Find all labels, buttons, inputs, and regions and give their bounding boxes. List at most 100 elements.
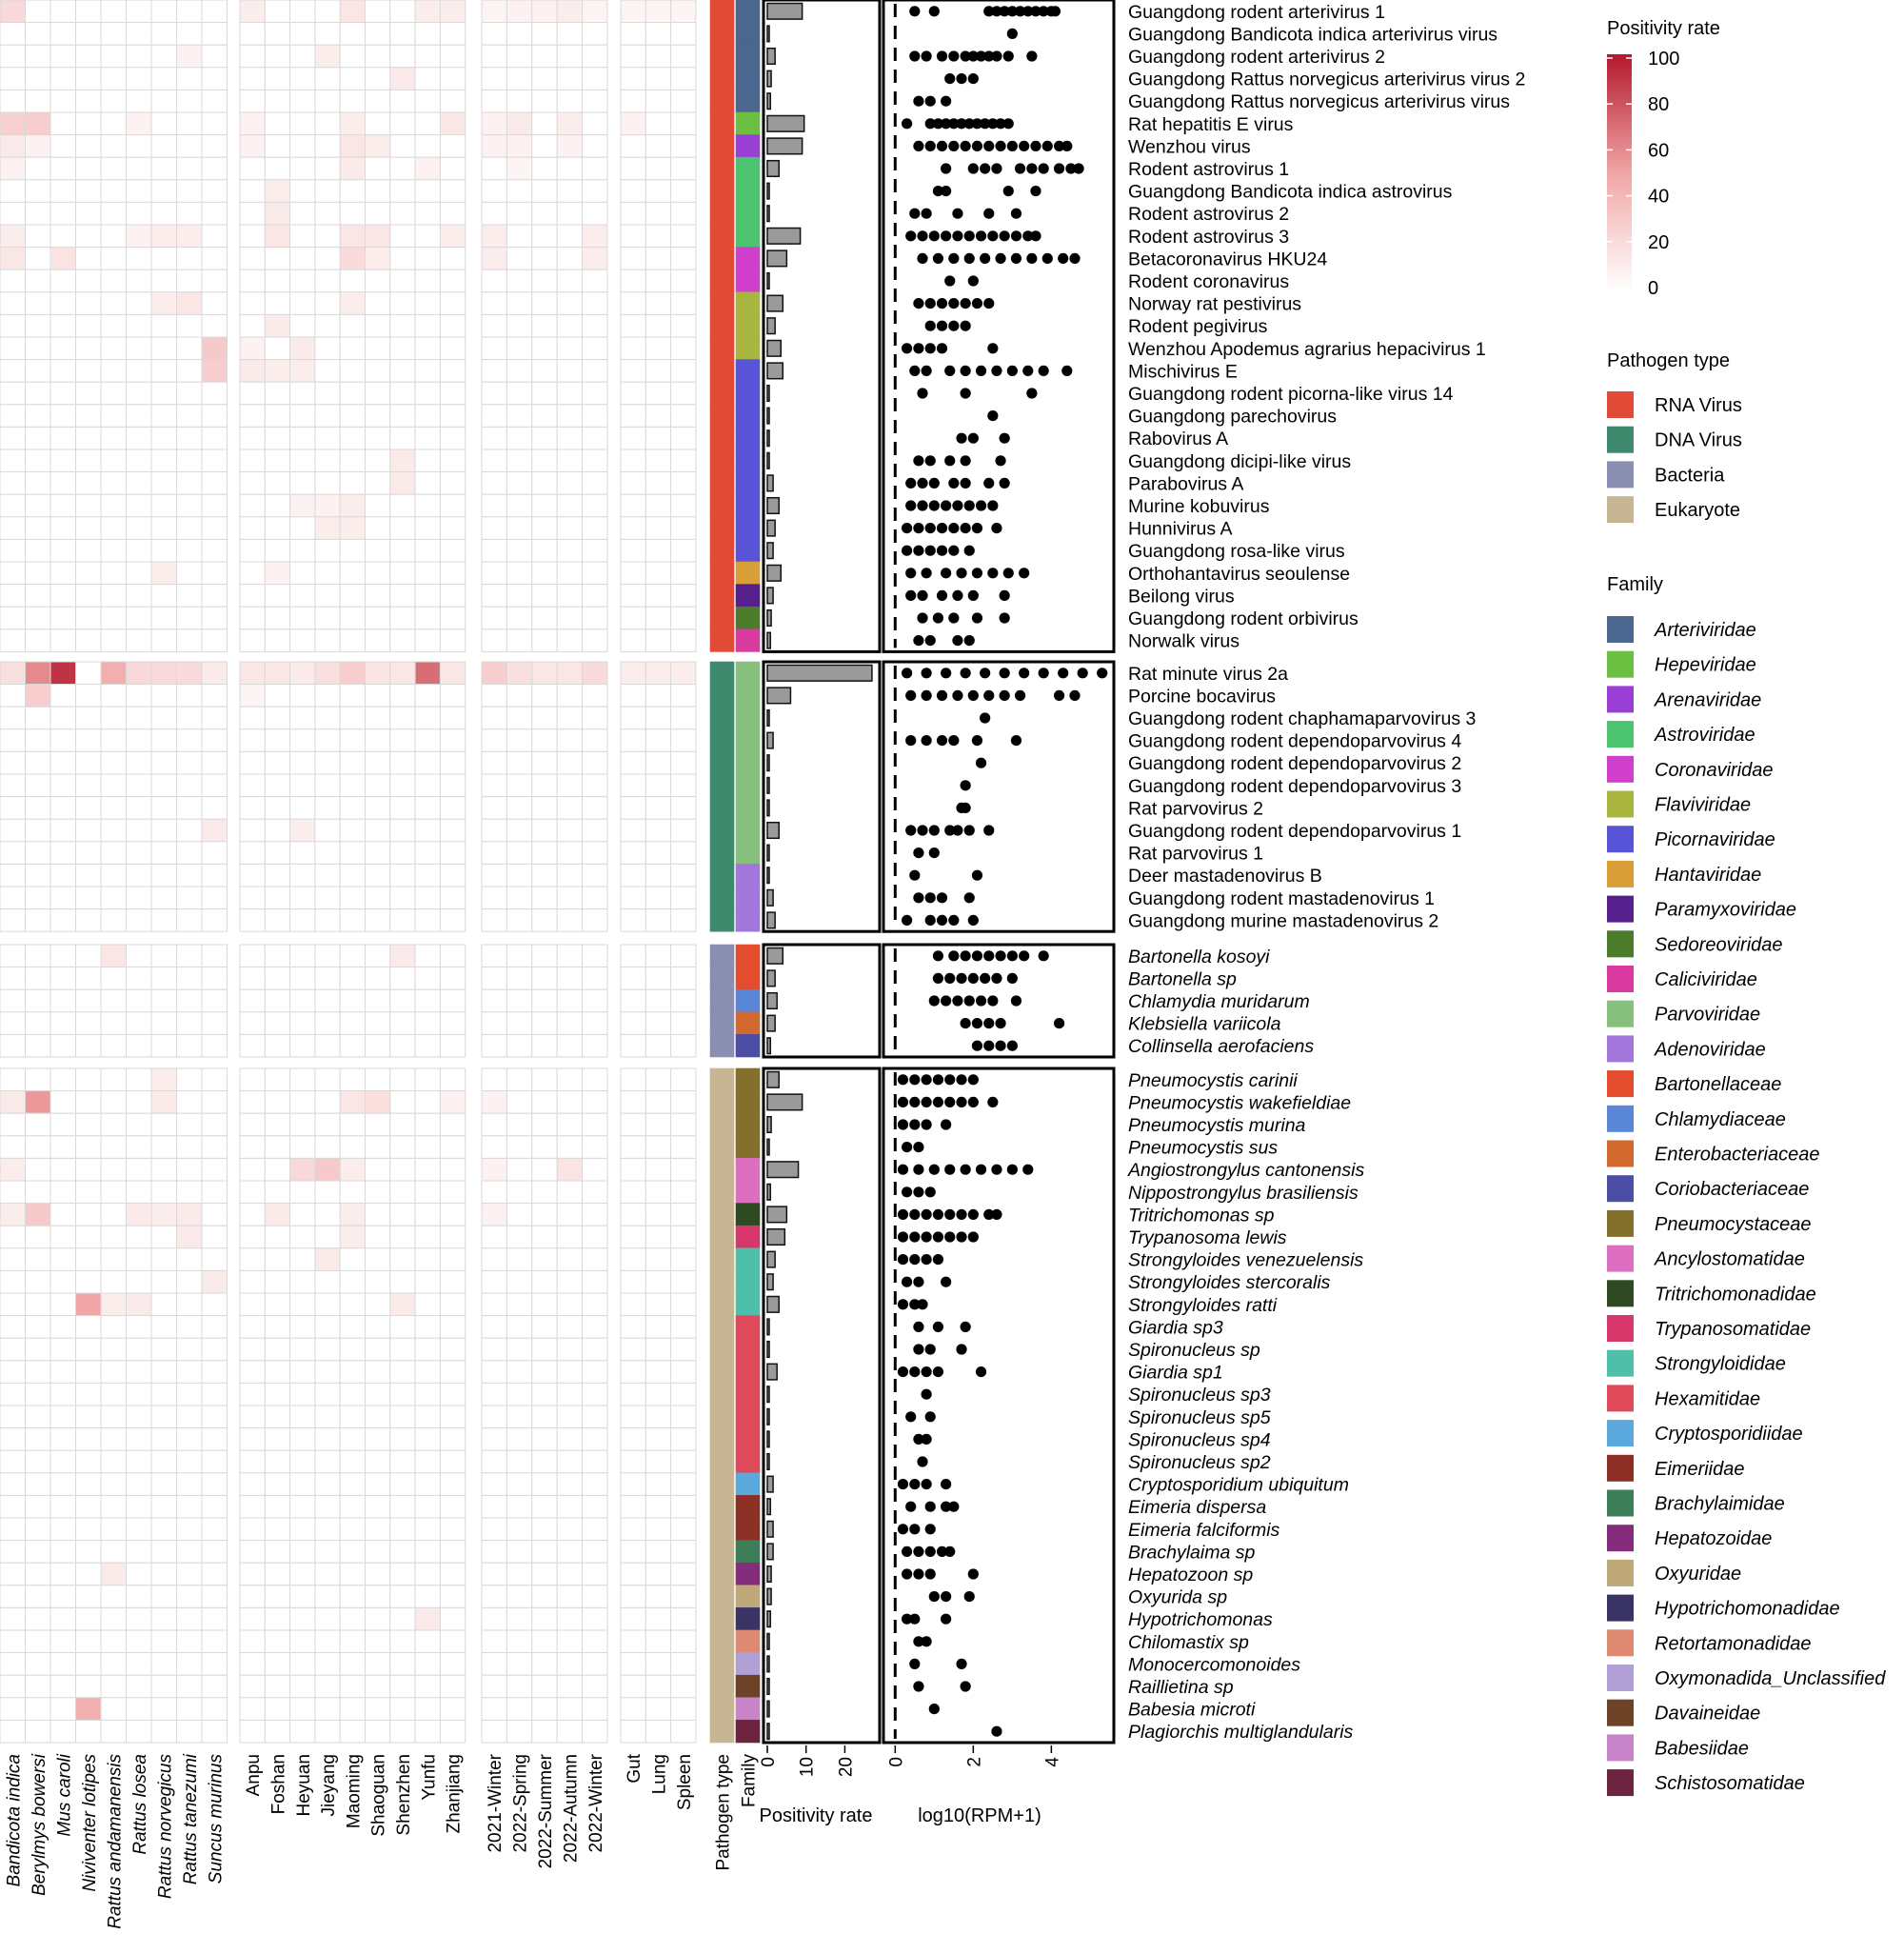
rpm-dot xyxy=(936,735,948,747)
heat-cell xyxy=(439,1157,466,1182)
rpm-dot xyxy=(1041,140,1053,151)
rpm-dot xyxy=(902,1186,913,1198)
heat-cell xyxy=(481,1606,507,1631)
pathogen-type-cell xyxy=(709,841,735,865)
rpm-dot xyxy=(980,118,991,130)
family-cell xyxy=(735,1405,761,1428)
rpm-dot xyxy=(960,50,971,62)
heat-cell xyxy=(414,1067,441,1092)
heat-cell xyxy=(339,201,367,226)
row-label: Guangdong rodent dependoparvovirus 1 xyxy=(1128,821,1461,842)
heat-cell xyxy=(365,1269,391,1294)
rpm-dot xyxy=(924,1524,936,1535)
heat-cell xyxy=(264,841,291,865)
heat-cell xyxy=(414,728,441,752)
heat-cell xyxy=(531,796,558,820)
heat-cell xyxy=(239,728,266,752)
pathogen-type-cell xyxy=(709,90,735,113)
rpm-dot xyxy=(1022,1164,1034,1175)
heat-cell xyxy=(389,1585,416,1608)
pathogen-type-cell xyxy=(709,584,735,608)
rpm-dot xyxy=(999,477,1010,488)
heat-cell xyxy=(481,967,507,990)
heat-cell xyxy=(389,201,416,226)
heat-cell xyxy=(439,67,466,90)
heat-cell xyxy=(620,111,646,136)
heat-cell xyxy=(645,728,672,752)
heat-cell xyxy=(481,111,507,136)
heat-cell xyxy=(414,269,441,293)
heat-cell xyxy=(670,1203,697,1226)
positivity-bar xyxy=(766,799,770,817)
heat-cell xyxy=(389,516,416,540)
heat-cell xyxy=(0,516,26,540)
heat-cell xyxy=(389,1203,416,1226)
heat-cell xyxy=(314,1427,341,1451)
heat-cell xyxy=(556,89,584,113)
rpm-dot xyxy=(948,50,960,62)
heat-cell xyxy=(620,1585,646,1608)
rpm-dot xyxy=(960,780,971,791)
heat-cell xyxy=(126,22,152,46)
heat-cell xyxy=(389,22,416,46)
heat-cell xyxy=(645,291,672,315)
heat-cell xyxy=(670,1494,697,1519)
heat-cell xyxy=(365,773,391,798)
heat-cell xyxy=(506,1269,533,1294)
heat-cell xyxy=(389,381,416,406)
heat-cell xyxy=(556,773,584,798)
heat-cell xyxy=(506,886,533,910)
heat-cell xyxy=(314,1067,341,1092)
rpm-dot xyxy=(944,1208,956,1220)
heat-cell xyxy=(201,1090,228,1114)
pathogen-type-cell xyxy=(709,1427,735,1451)
heat-cell xyxy=(531,538,558,563)
heat-cell xyxy=(50,538,76,563)
heat-cell xyxy=(414,22,441,46)
heat-cell xyxy=(365,426,391,450)
heat-cell xyxy=(439,584,466,608)
heat-cell xyxy=(264,684,291,708)
heat-cell xyxy=(176,516,203,540)
heat-cell xyxy=(176,818,203,843)
heat-cell xyxy=(126,359,152,383)
heat-cell xyxy=(582,886,608,910)
heat-cell xyxy=(556,449,584,473)
heat-cell xyxy=(75,111,102,136)
heat-cell xyxy=(339,988,367,1013)
heat-cell xyxy=(150,1337,177,1362)
heat-cell xyxy=(25,1494,51,1519)
rpm-dot xyxy=(948,735,960,747)
heat-cell xyxy=(50,44,76,69)
heat-cell xyxy=(75,841,102,865)
heat-cell xyxy=(289,561,316,586)
heat-cell xyxy=(389,1315,416,1339)
pathogen-type-cell xyxy=(709,1562,735,1586)
heat-cell xyxy=(289,22,316,46)
heat-cell xyxy=(645,449,672,473)
rpm-dot xyxy=(1038,163,1049,174)
family-cell xyxy=(735,706,761,730)
heat-cell xyxy=(389,1112,416,1137)
heat-cell xyxy=(150,449,177,473)
heat-cell xyxy=(150,818,177,843)
heat-cell xyxy=(670,179,697,203)
heat-cell xyxy=(365,359,391,383)
heat-cell xyxy=(439,471,466,495)
heat-cell xyxy=(389,291,416,315)
family-cell xyxy=(735,427,761,450)
heat-cell xyxy=(365,44,391,69)
rpm-dot xyxy=(1006,140,1018,151)
rpm-dot xyxy=(924,118,936,130)
heat-cell xyxy=(439,313,466,338)
heat-cell xyxy=(339,1225,367,1249)
heat-cell xyxy=(0,89,26,113)
heat-cell xyxy=(264,1382,291,1406)
heat-cell xyxy=(645,111,672,136)
column-label-location: Maoming xyxy=(344,1754,364,1828)
heat-cell xyxy=(126,1629,152,1654)
heat-cell xyxy=(414,1449,441,1474)
heat-cell xyxy=(50,1382,76,1406)
heat-cell xyxy=(0,1067,26,1092)
pathogen-type-cell xyxy=(709,111,735,135)
